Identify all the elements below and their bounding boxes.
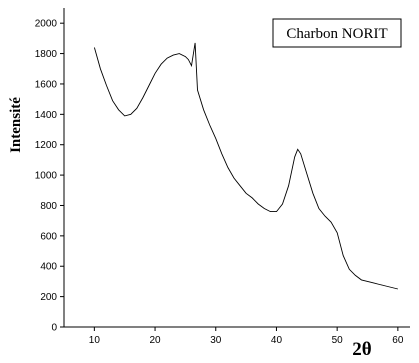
series-line bbox=[93, 42, 399, 290]
legend: Charbon NORIT bbox=[272, 18, 402, 48]
y-tick-label: 1400 bbox=[35, 110, 58, 121]
x-tick-label: 50 bbox=[332, 335, 344, 346]
x-tick-label: 30 bbox=[210, 335, 222, 346]
y-tick-label: 1800 bbox=[35, 49, 58, 60]
y-tick-label: 0 bbox=[51, 323, 57, 334]
legend-box bbox=[272, 18, 402, 48]
y-tick-label: 1200 bbox=[35, 140, 58, 151]
legend-label: Charbon NORIT bbox=[286, 26, 387, 42]
x-tick-label: 40 bbox=[271, 335, 283, 346]
x-tick-label: 20 bbox=[149, 335, 161, 346]
y-axis-label: Intensité bbox=[8, 97, 24, 153]
y-tick-label: 1600 bbox=[35, 79, 58, 90]
y-tick-label: 800 bbox=[40, 201, 57, 212]
plot-frame bbox=[63, 8, 410, 328]
x-axis-label: 2θ bbox=[352, 339, 372, 360]
y-axis-ticks: 0 200 400 600 800 1000 1200 1400 1600 1800 2000 bbox=[35, 19, 64, 334]
y-tick-label: 2000 bbox=[35, 19, 58, 30]
y-tick-label: 600 bbox=[40, 231, 57, 242]
x-tick-label: 60 bbox=[392, 335, 404, 346]
x-axis-ticks: 10 20 30 40 50 60 bbox=[89, 327, 404, 346]
x-tick-label: 10 bbox=[89, 335, 101, 346]
y-tick-label: 400 bbox=[40, 262, 57, 273]
y-tick-label: 1000 bbox=[35, 171, 58, 182]
y-tick-label: 200 bbox=[40, 292, 57, 303]
